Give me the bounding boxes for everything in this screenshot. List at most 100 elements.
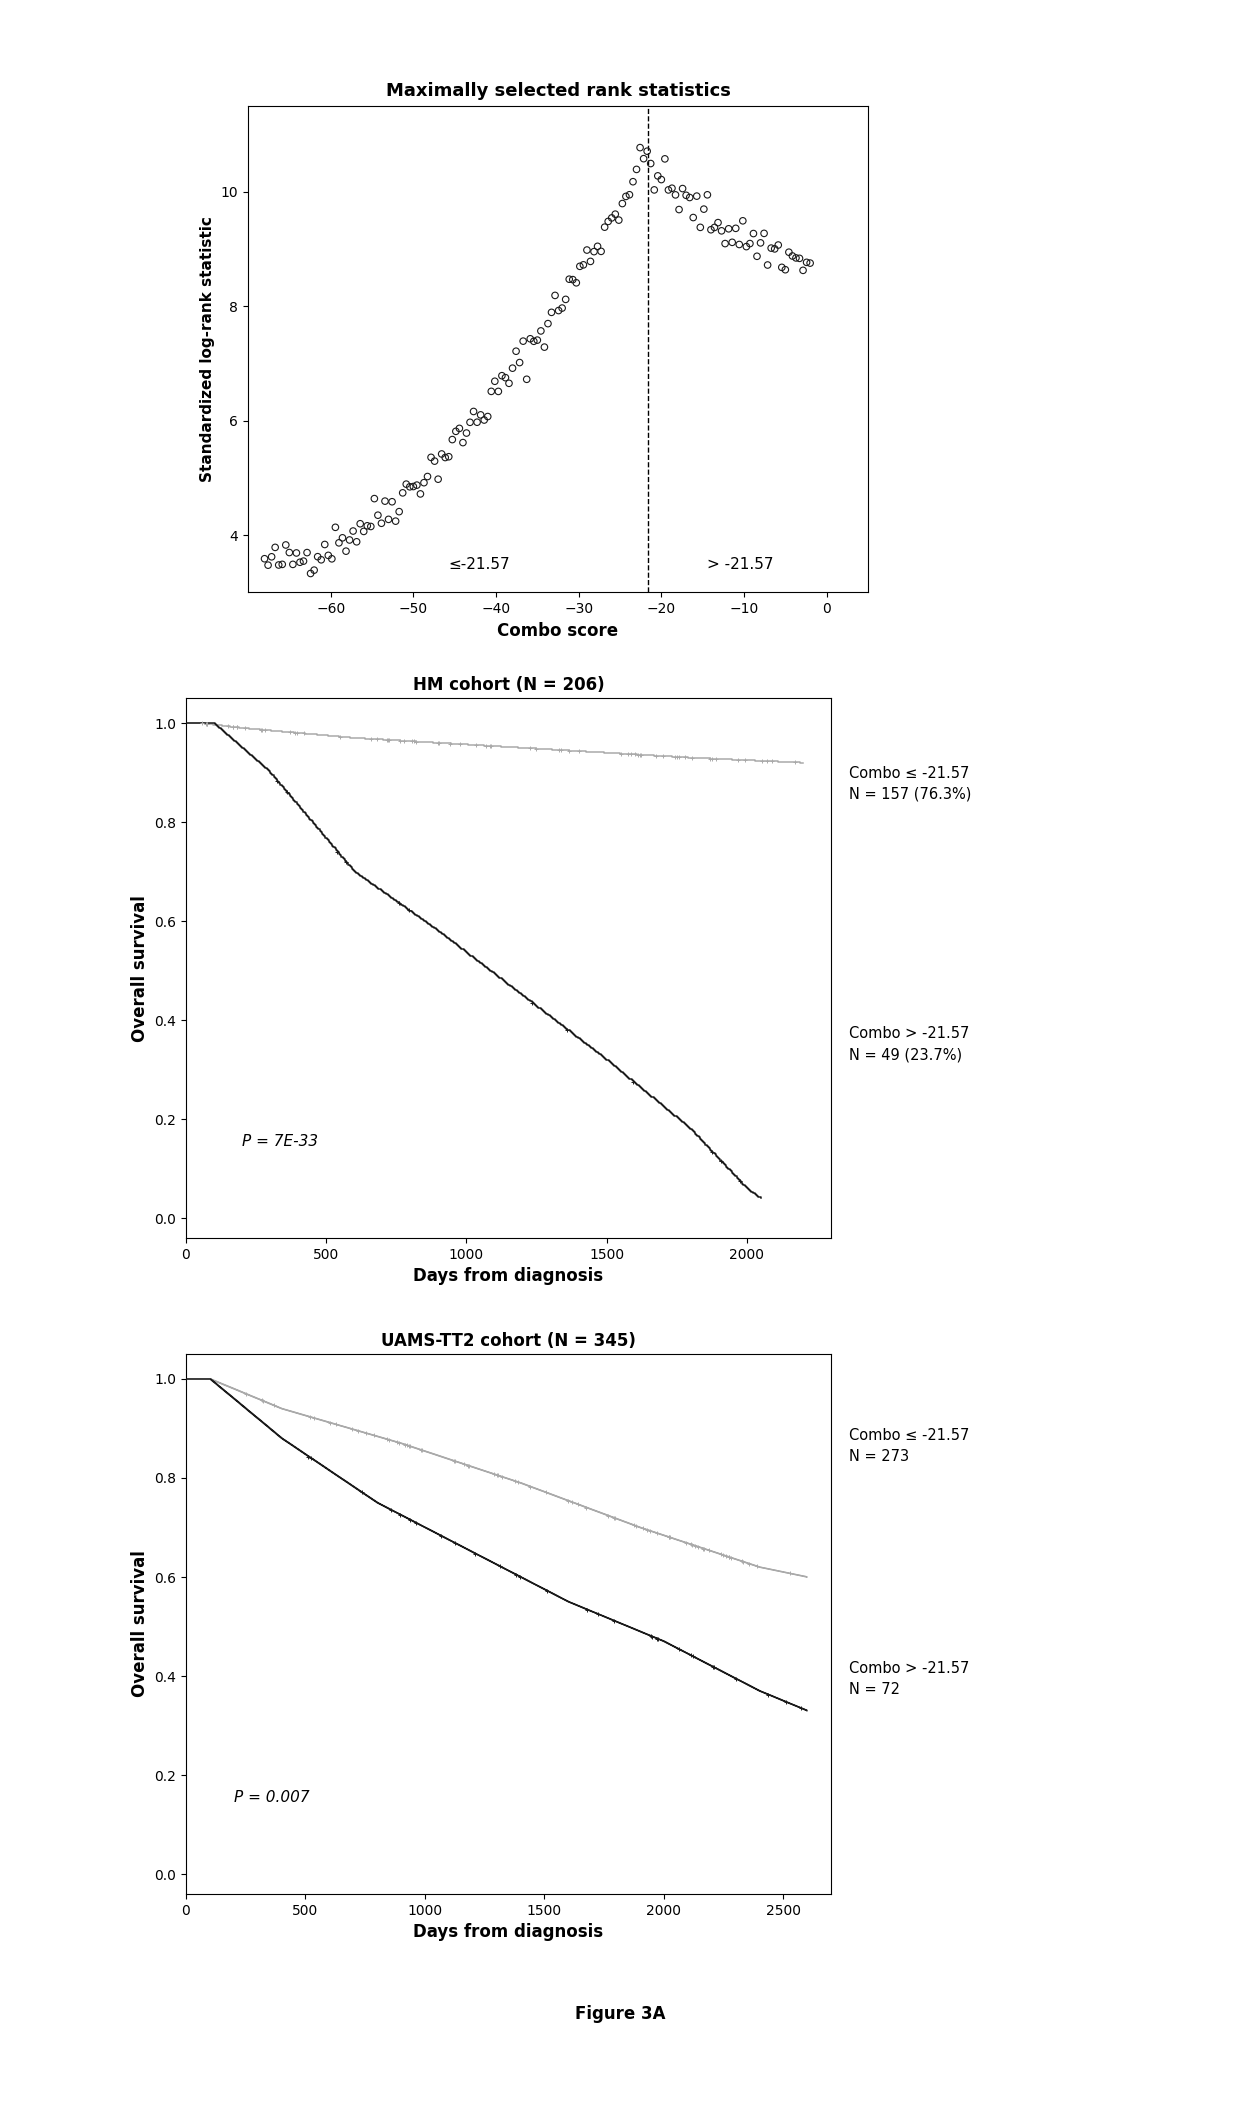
Point bbox=[534, 330, 554, 364]
Point bbox=[655, 142, 675, 176]
Point bbox=[336, 533, 356, 567]
Text: Combo > -21.57
N = 49 (23.7%): Combo > -21.57 N = 49 (23.7%) bbox=[849, 1026, 970, 1062]
Point bbox=[800, 245, 820, 279]
Point bbox=[446, 415, 466, 449]
Text: Figure 3A: Figure 3A bbox=[575, 2006, 665, 2023]
Y-axis label: Standardized log-rank statistic: Standardized log-rank statistic bbox=[200, 216, 215, 482]
Point bbox=[708, 205, 728, 239]
Point bbox=[343, 514, 363, 548]
Point bbox=[552, 292, 572, 326]
Point bbox=[651, 163, 671, 197]
Point bbox=[775, 252, 795, 286]
Point bbox=[407, 468, 427, 501]
Point bbox=[378, 501, 398, 535]
Point bbox=[584, 235, 604, 269]
Point bbox=[506, 334, 526, 368]
Point bbox=[322, 542, 342, 576]
Point bbox=[502, 351, 522, 385]
Point bbox=[622, 165, 642, 199]
Point bbox=[510, 345, 529, 379]
Point bbox=[254, 542, 274, 576]
Point bbox=[729, 229, 749, 262]
Point bbox=[269, 548, 289, 582]
Point bbox=[481, 375, 501, 408]
Point bbox=[399, 470, 419, 504]
Point bbox=[353, 514, 373, 548]
Text: > -21.57: > -21.57 bbox=[707, 557, 773, 573]
Point bbox=[580, 245, 600, 279]
Point bbox=[676, 178, 696, 212]
Point bbox=[347, 525, 367, 559]
Point bbox=[758, 248, 777, 281]
Point bbox=[456, 417, 476, 451]
Point bbox=[722, 226, 742, 260]
Point bbox=[527, 324, 547, 358]
Point bbox=[680, 180, 699, 214]
Point bbox=[485, 364, 505, 398]
Point bbox=[750, 226, 770, 260]
Point bbox=[308, 540, 327, 573]
Point bbox=[325, 510, 345, 544]
Title: HM cohort (N = 206): HM cohort (N = 206) bbox=[413, 675, 604, 694]
Point bbox=[332, 521, 352, 554]
Point bbox=[715, 226, 735, 260]
Point bbox=[365, 482, 384, 516]
Point bbox=[523, 324, 543, 358]
Y-axis label: Overall survival: Overall survival bbox=[130, 1551, 149, 1697]
Point bbox=[279, 535, 299, 569]
Point bbox=[737, 231, 756, 264]
Point bbox=[598, 205, 618, 239]
Point bbox=[319, 537, 339, 571]
Point bbox=[262, 540, 281, 573]
Point bbox=[746, 239, 766, 273]
Point bbox=[531, 313, 551, 347]
Point bbox=[340, 523, 360, 557]
Point bbox=[733, 203, 753, 237]
Point bbox=[712, 214, 732, 248]
Title: Maximally selected rank statistics: Maximally selected rank statistics bbox=[386, 83, 730, 99]
Point bbox=[761, 231, 781, 264]
Point bbox=[694, 193, 714, 226]
Point bbox=[517, 362, 537, 396]
Point bbox=[538, 307, 558, 341]
Point bbox=[439, 440, 459, 474]
Point bbox=[616, 180, 636, 214]
Point bbox=[403, 470, 423, 504]
Point bbox=[496, 360, 516, 394]
X-axis label: Days from diagnosis: Days from diagnosis bbox=[413, 1267, 604, 1284]
Point bbox=[591, 235, 611, 269]
Point bbox=[548, 294, 568, 328]
Point bbox=[601, 201, 621, 235]
Point bbox=[386, 504, 405, 537]
Point bbox=[672, 171, 692, 205]
Point bbox=[670, 193, 689, 226]
Point bbox=[765, 233, 785, 267]
Point bbox=[265, 531, 285, 565]
Point bbox=[744, 216, 764, 250]
Point bbox=[567, 267, 587, 300]
Point bbox=[641, 146, 661, 180]
Point bbox=[779, 235, 799, 269]
Point bbox=[435, 440, 455, 474]
X-axis label: Days from diagnosis: Days from diagnosis bbox=[413, 1923, 604, 1940]
Text: P = 7E-33: P = 7E-33 bbox=[242, 1134, 319, 1149]
Point bbox=[697, 178, 717, 212]
Point bbox=[294, 544, 314, 578]
Point bbox=[489, 375, 508, 408]
Point bbox=[422, 440, 441, 474]
Point bbox=[418, 459, 438, 493]
Point bbox=[605, 197, 625, 231]
Point bbox=[428, 461, 448, 495]
Point bbox=[570, 250, 590, 284]
Point bbox=[620, 178, 640, 212]
Point bbox=[304, 552, 324, 586]
Point bbox=[613, 186, 632, 220]
Point bbox=[559, 262, 579, 296]
Text: Combo ≤ -21.57
N = 157 (76.3%): Combo ≤ -21.57 N = 157 (76.3%) bbox=[849, 766, 972, 802]
Point bbox=[573, 248, 593, 281]
Point bbox=[725, 212, 745, 245]
Y-axis label: Overall survival: Overall survival bbox=[130, 895, 149, 1041]
Point bbox=[300, 557, 320, 590]
Point bbox=[286, 535, 306, 569]
Text: ≤-21.57: ≤-21.57 bbox=[449, 557, 511, 573]
